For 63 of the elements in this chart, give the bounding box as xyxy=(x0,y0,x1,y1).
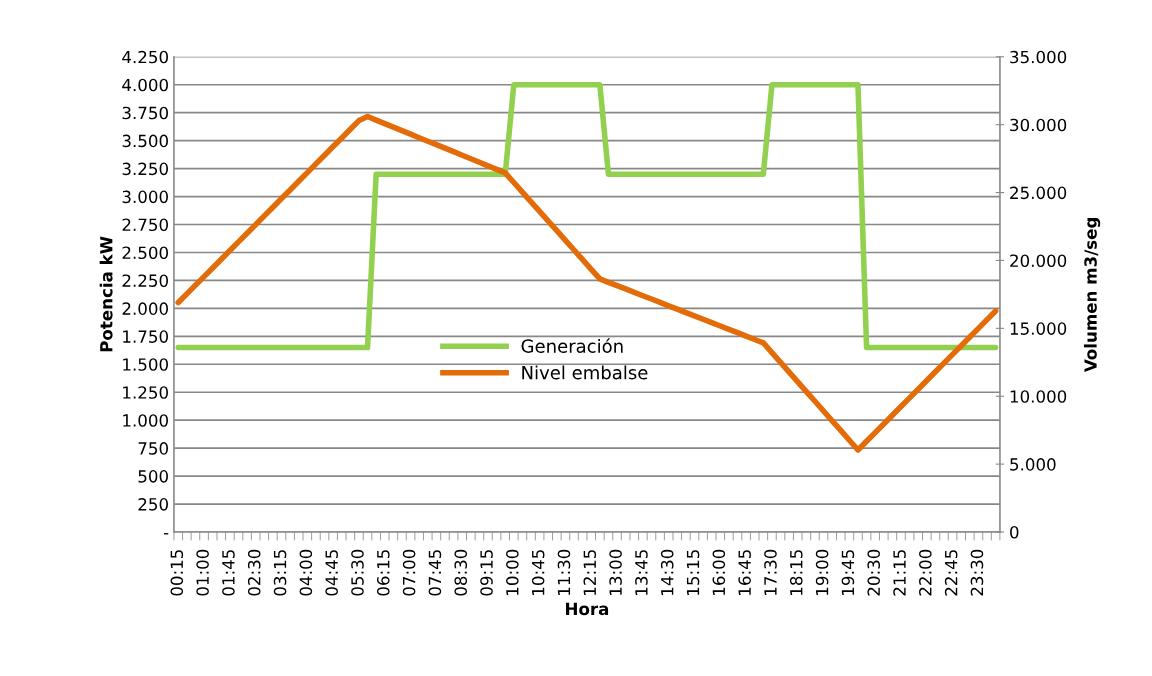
y-tick-label: 3.250 xyxy=(122,162,168,176)
x-tick-label: 07:45 xyxy=(428,550,442,596)
y-tick-label: 2.750 xyxy=(122,218,168,232)
x-tick-label: 11:30 xyxy=(557,549,571,595)
x-tick-label: 04:00 xyxy=(299,549,313,596)
legend-label: Generación xyxy=(521,338,623,353)
x-tick-label: 23:30 xyxy=(970,549,984,596)
x-tick-label: 03:15 xyxy=(273,550,287,596)
y-tick-label: 1.250 xyxy=(123,386,168,399)
x-tick-label: 21:15 xyxy=(893,550,906,596)
x-tick-label: 22:45 xyxy=(944,550,958,596)
x-tick-label: 22:00 xyxy=(919,549,932,596)
y-tick-label: 2.000 xyxy=(122,302,168,315)
legend-label: Nivel embalse xyxy=(522,365,648,380)
x-tick-label: 17:30 xyxy=(764,549,777,595)
y-tick-label: 750 xyxy=(138,442,168,455)
x-tick-label: 19:00 xyxy=(815,549,829,595)
x-tick-label: 02:30 xyxy=(247,549,261,596)
x-tick-label: 14:30 xyxy=(660,549,674,595)
x-tick-label: 18:15 xyxy=(789,550,803,595)
y2-tick-label: 0 xyxy=(1010,525,1019,539)
x-tick-label: 04:45 xyxy=(325,550,338,596)
y-tick-label: 4.250 xyxy=(122,50,168,64)
y-tick-label: 2.250 xyxy=(122,274,168,287)
y2-tick-label: 5.000 xyxy=(1010,458,1056,471)
x-tick-label: 13:00 xyxy=(609,549,622,595)
x-tick-label: 01:45 xyxy=(222,550,235,596)
x-tick-label: 20:30 xyxy=(867,549,881,596)
x-tick-label: 08:30 xyxy=(454,549,468,596)
x-tick-label: 19:45 xyxy=(841,550,855,595)
x-tick-label: 06:15 xyxy=(376,550,390,596)
y2-tick-label: 30.000 xyxy=(1010,118,1067,132)
x-tick-label: 16:45 xyxy=(738,550,751,595)
y-tick-label: - xyxy=(163,533,169,535)
x-axis-title: Hora xyxy=(566,602,609,616)
y-tick-label: 1.750 xyxy=(123,330,168,343)
y-tick-label: 2.500 xyxy=(122,246,168,260)
y2-tick-label: 20.000 xyxy=(1010,254,1067,268)
y2-tick-label: 10.000 xyxy=(1010,390,1067,403)
x-tick-label: 00:15 xyxy=(170,550,184,596)
x-tick-label: 01:00 xyxy=(196,549,209,596)
y-tick-label: 3.000 xyxy=(122,190,168,204)
y2-tick-label: 15.000 xyxy=(1010,322,1067,335)
y-tick-label: 3.500 xyxy=(122,134,168,148)
x-tick-label: 13:45 xyxy=(635,550,648,595)
y2-axis-title: Volumen m3/seg xyxy=(1083,218,1101,373)
x-tick-label: 09:15 xyxy=(480,550,493,596)
y-tick-label: 4.000 xyxy=(122,78,168,92)
y-tick-label: 1.000 xyxy=(123,414,168,427)
x-tick-label: 05:30 xyxy=(351,549,364,596)
x-tick-label: 15:15 xyxy=(686,550,700,595)
x-tick-label: 10:00 xyxy=(506,549,519,595)
y2-tick-label: 25.000 xyxy=(1010,186,1067,200)
y-tick-label: 250 xyxy=(138,498,168,511)
y-tick-label: 1.500 xyxy=(123,358,168,371)
y2-tick-label: 35.000 xyxy=(1010,50,1067,64)
x-tick-label: 12:15 xyxy=(583,550,597,595)
x-tick-label: 10:45 xyxy=(531,550,545,595)
y-axis-title: Potencia kW xyxy=(99,236,113,352)
x-tick-label: 16:00 xyxy=(712,549,726,595)
x-tick-label: 07:00 xyxy=(402,549,416,596)
y-tick-label: 500 xyxy=(138,470,168,483)
y-tick-label: 3.750 xyxy=(122,106,168,120)
